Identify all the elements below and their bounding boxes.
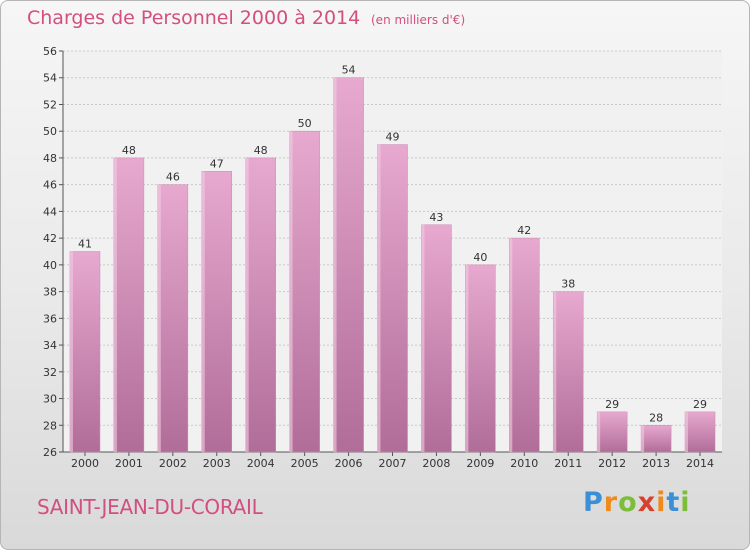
bars xyxy=(69,77,716,453)
y-tick-label: 34 xyxy=(43,339,57,352)
bar-2004 xyxy=(245,157,276,453)
x-tick-label-2003: 2003 xyxy=(203,457,231,470)
bar-2012 xyxy=(596,411,628,453)
x-tick-label-2010: 2010 xyxy=(510,457,538,470)
value-label-2002: 46 xyxy=(166,171,180,184)
bar-2003 xyxy=(201,171,233,453)
bar-2006 xyxy=(333,77,364,453)
y-tick-label: 40 xyxy=(43,259,57,272)
x-tick-label-2001: 2001 xyxy=(115,457,143,470)
x-tick-label-2006: 2006 xyxy=(335,457,363,470)
location-name: SAINT-JEAN-DU-CORAIL xyxy=(37,495,263,519)
bar-highlight xyxy=(289,131,293,452)
bar-highlight xyxy=(421,224,425,452)
y-tick-label: 42 xyxy=(43,232,57,245)
x-tick-label-2000: 2000 xyxy=(71,457,99,470)
bar-highlight xyxy=(597,411,601,452)
value-label-2014: 29 xyxy=(693,398,707,411)
y-tick-label: 50 xyxy=(43,125,57,138)
bar-2008 xyxy=(421,224,452,453)
y-tick-label: 46 xyxy=(43,179,57,192)
bar-highlight xyxy=(333,77,337,452)
value-label-2008: 43 xyxy=(429,211,443,224)
bar-highlight xyxy=(509,238,513,452)
bar-highlight xyxy=(465,264,469,452)
bar-2010 xyxy=(509,237,540,453)
bar-highlight xyxy=(377,144,381,453)
y-tick-label: 38 xyxy=(43,286,57,299)
value-label-2007: 49 xyxy=(386,131,400,144)
bar-highlight xyxy=(201,171,205,453)
y-tick-label: 56 xyxy=(43,45,57,58)
bar-highlight xyxy=(685,411,689,452)
bar-2011 xyxy=(552,291,584,453)
bar-highlight xyxy=(553,291,557,452)
bar-highlight xyxy=(157,184,161,452)
x-tick-label-2009: 2009 xyxy=(466,457,494,470)
value-label-2009: 40 xyxy=(473,251,487,264)
bar-2005 xyxy=(289,130,320,453)
value-label-2005: 50 xyxy=(298,117,312,130)
y-tick-label: 26 xyxy=(43,446,57,459)
value-label-2011: 38 xyxy=(561,278,575,291)
value-label-2012: 29 xyxy=(605,398,619,411)
value-label-2010: 42 xyxy=(517,224,531,237)
proxiti-logo: Proxiti xyxy=(583,487,691,518)
bar-highlight xyxy=(69,251,73,452)
bar-highlight xyxy=(113,157,117,452)
bar-2002 xyxy=(157,184,189,453)
bar-2014 xyxy=(684,411,716,453)
y-tick-label: 48 xyxy=(43,152,57,165)
value-label-2004: 48 xyxy=(254,144,268,157)
labels: 41 2000 48 2001 46 2002 47 2003 48 2004 50 2005 54 20… xyxy=(71,64,714,470)
x-tick-label-2013: 2013 xyxy=(642,457,670,470)
x-tick-label-2002: 2002 xyxy=(159,457,187,470)
y-tick-label: 44 xyxy=(43,205,57,218)
value-label-2013: 28 xyxy=(649,411,663,424)
value-label-2003: 47 xyxy=(210,157,224,170)
bar-highlight xyxy=(641,425,645,452)
x-tick-label-2008: 2008 xyxy=(422,457,450,470)
x-tick-label-2007: 2007 xyxy=(379,457,407,470)
y-tick-label: 30 xyxy=(43,393,57,406)
chart-subtitle: (en milliers d'€) xyxy=(371,13,466,27)
bar-2000 xyxy=(69,251,101,453)
bar-highlight xyxy=(245,157,249,452)
bar-2013 xyxy=(640,425,672,453)
y-tick-label: 36 xyxy=(43,312,57,325)
bar-2009 xyxy=(465,264,496,453)
y-tick-label: 28 xyxy=(43,419,57,432)
y-tick-label: 32 xyxy=(43,366,57,379)
x-tick-label-2012: 2012 xyxy=(598,457,626,470)
x-tick-label-2005: 2005 xyxy=(291,457,319,470)
y-tick-label: 52 xyxy=(43,98,57,111)
value-label-2006: 54 xyxy=(342,64,356,77)
x-tick-label-2004: 2004 xyxy=(247,457,275,470)
x-tick-label-2011: 2011 xyxy=(554,457,582,470)
value-label-2001: 48 xyxy=(122,144,136,157)
y-tick-label: 54 xyxy=(43,72,57,85)
chart-title: Charges de Personnel 2000 à 2014 xyxy=(27,7,361,29)
value-label-2000: 41 xyxy=(78,238,92,251)
bar-2001 xyxy=(113,157,145,453)
bar-2007 xyxy=(377,144,408,453)
x-tick-label-2014: 2014 xyxy=(686,457,714,470)
